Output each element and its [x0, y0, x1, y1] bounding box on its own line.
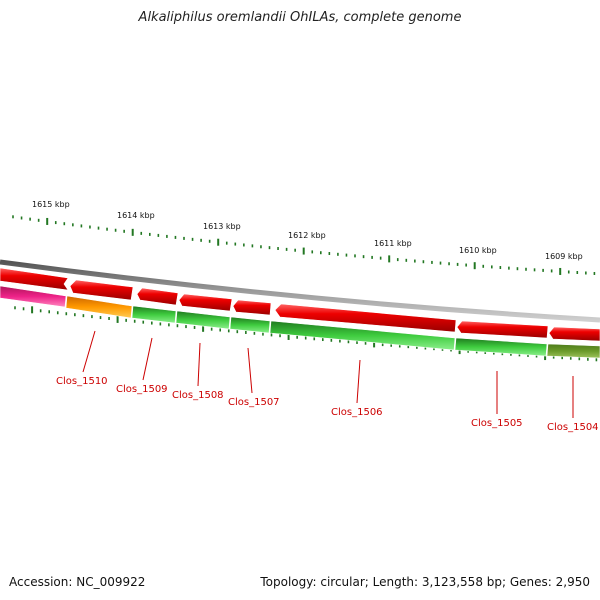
gene-leader-line [197, 342, 201, 387]
gene-block[interactable] [229, 316, 271, 334]
gene-label[interactable]: Clos_1510 [56, 376, 108, 387]
gene-leader-line [356, 359, 361, 404]
gene-arrow[interactable] [136, 287, 179, 306]
gene-label[interactable]: Clos_1504 [547, 422, 599, 433]
reverse-strand [0, 285, 600, 359]
gene-label[interactable]: Clos_1507 [228, 397, 280, 408]
scale-labels: 1615 kbp 1614 kbp 1613 kbp 1612 kbp 1611 kbp… [32, 200, 583, 261]
scale-label: 1609 kbp [545, 252, 583, 261]
gene-arrow[interactable] [0, 267, 69, 291]
gene-label[interactable]: Clos_1506 [331, 407, 383, 418]
gene-leader-line [142, 337, 153, 381]
gene-block[interactable] [454, 337, 548, 357]
gene-label[interactable]: Clos_1508 [172, 390, 224, 401]
gene-arrow[interactable] [178, 293, 233, 312]
gene-arrow[interactable] [274, 303, 457, 333]
scale-label: 1614 kbp [117, 211, 155, 220]
accession-text: Accession: NC_009922 [9, 575, 146, 589]
scale-label: 1613 kbp [203, 222, 241, 231]
gene-arrow[interactable] [69, 279, 134, 301]
genome-backbone [0, 259, 600, 323]
forward-strand [0, 267, 600, 342]
gene-label[interactable]: Clos_1509 [116, 384, 168, 395]
gene-label[interactable]: Clos_1505 [471, 418, 523, 429]
gene-labels: Clos_1510 Clos_1509 Clos_1508 Clos_1507 Clos… [56, 330, 599, 433]
gene-block[interactable] [131, 305, 177, 324]
genome-summary: Topology: circular; Length: 3,123,558 bp… [260, 575, 590, 589]
gene-leader-line [247, 347, 253, 394]
gene-arrow[interactable] [548, 326, 600, 342]
map-title: Alkaliphilus oremlandii OhILAs, complete… [138, 10, 462, 25]
scale-label: 1610 kbp [459, 246, 497, 255]
gene-block[interactable] [175, 310, 231, 330]
gene-block[interactable] [65, 295, 133, 319]
scale-label: 1615 kbp [32, 200, 70, 209]
gene-block[interactable] [546, 343, 600, 359]
gene-leader-line [82, 330, 96, 373]
scale-label: 1612 kbp [288, 231, 326, 240]
gene-arrow[interactable] [232, 299, 272, 316]
scale-label: 1611 kbp [374, 239, 412, 248]
gene-block[interactable] [269, 320, 456, 351]
outer-ticks [12, 215, 596, 275]
gene-arrow[interactable] [456, 320, 549, 339]
gene-block[interactable] [0, 285, 67, 308]
